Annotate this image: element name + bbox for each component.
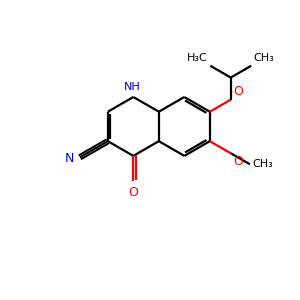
Text: O: O [233, 155, 243, 168]
Text: H₃C: H₃C [187, 53, 208, 63]
Text: CH₃: CH₃ [254, 53, 274, 63]
Text: O: O [128, 186, 138, 199]
Text: O: O [233, 85, 243, 98]
Text: CH₃: CH₃ [253, 159, 274, 169]
Text: NH: NH [124, 82, 140, 92]
Text: N: N [65, 152, 74, 165]
